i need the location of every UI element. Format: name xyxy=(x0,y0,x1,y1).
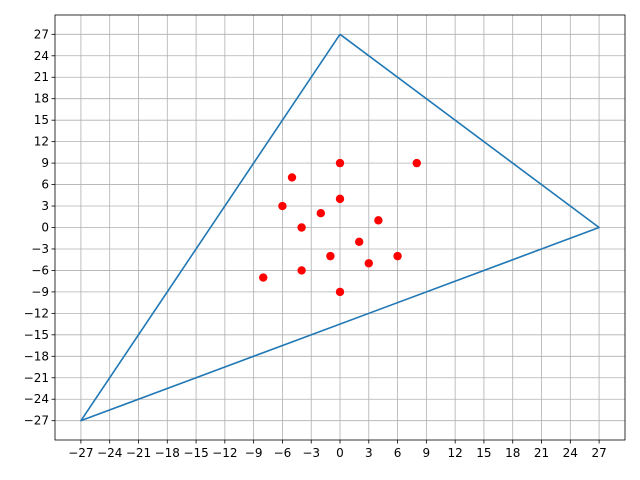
y-tick-label: 0 xyxy=(41,221,49,235)
x-tick-label: 18 xyxy=(505,446,520,460)
triangle-outline xyxy=(80,33,600,422)
x-tick-label: −12 xyxy=(212,446,237,460)
data-series xyxy=(80,33,600,422)
x-tick-label: 24 xyxy=(563,446,578,460)
y-tick-label: −18 xyxy=(24,349,49,363)
y-tick-label: 24 xyxy=(34,49,49,63)
y-tick-label: −27 xyxy=(24,414,49,428)
y-tick-label: 27 xyxy=(34,27,49,41)
x-tick-label: −21 xyxy=(126,446,151,460)
scatter-point xyxy=(287,173,297,182)
y-tick-label: 3 xyxy=(41,199,49,213)
x-tick-label: −9 xyxy=(245,446,263,460)
x-tick-label: −3 xyxy=(302,446,320,460)
scatter-point xyxy=(374,216,383,225)
y-tick-label: −15 xyxy=(24,328,49,342)
y-tick-label: 12 xyxy=(34,135,49,149)
x-tick-label: −6 xyxy=(274,446,292,460)
x-tick-label: 6 xyxy=(394,446,402,460)
x-tick-label: −27 xyxy=(68,446,93,460)
x-tick-label: −18 xyxy=(155,446,180,460)
y-axis-ticks: −27 −24 −21 −18 −15 −12 −9 −6 −3 0 3 6 9 12 15 18 21 24 27 xyxy=(24,27,55,428)
y-tick-label: 21 xyxy=(34,70,49,84)
plot-area-frame xyxy=(54,14,626,441)
scatter-point xyxy=(335,194,345,204)
y-tick-label: 6 xyxy=(41,178,49,192)
x-tick-label: 3 xyxy=(365,446,373,460)
x-tick-label: 0 xyxy=(336,446,344,460)
scatter-point xyxy=(412,158,421,168)
scatter-point xyxy=(335,287,345,297)
y-tick-label: 9 xyxy=(41,156,49,170)
x-axis-ticks: −27 −24 −21 −18 −15 −12 −9 −6 −3 0 3 6 9 12 15 18 21 24 27 xyxy=(68,440,607,460)
scatter-point xyxy=(354,237,364,247)
y-tick-label: 18 xyxy=(34,92,49,106)
scatter-point xyxy=(259,273,268,282)
x-tick-label: 9 xyxy=(423,446,431,460)
y-tick-label: −6 xyxy=(31,263,49,277)
scatter-point xyxy=(297,266,306,275)
x-tick-label: 27 xyxy=(591,446,606,460)
x-tick-label: 21 xyxy=(534,446,549,460)
scatter-point xyxy=(316,208,326,218)
scatter-point xyxy=(297,223,306,232)
scatter-point xyxy=(326,251,335,261)
scatter-point xyxy=(278,201,287,211)
x-tick-label: −15 xyxy=(183,446,208,460)
y-tick-label: −3 xyxy=(31,242,49,256)
y-tick-label: 15 xyxy=(34,113,49,127)
y-tick-label: −24 xyxy=(24,392,49,406)
scatter-point xyxy=(335,158,345,168)
scatter-point xyxy=(364,259,373,268)
y-tick-label: −9 xyxy=(31,285,49,299)
x-tick-label: 12 xyxy=(448,446,463,460)
x-tick-label: 15 xyxy=(476,446,491,460)
x-tick-label: −24 xyxy=(97,446,122,460)
y-tick-label: −21 xyxy=(24,371,49,385)
scatter-point xyxy=(393,251,402,261)
y-tick-label: −12 xyxy=(24,306,49,320)
